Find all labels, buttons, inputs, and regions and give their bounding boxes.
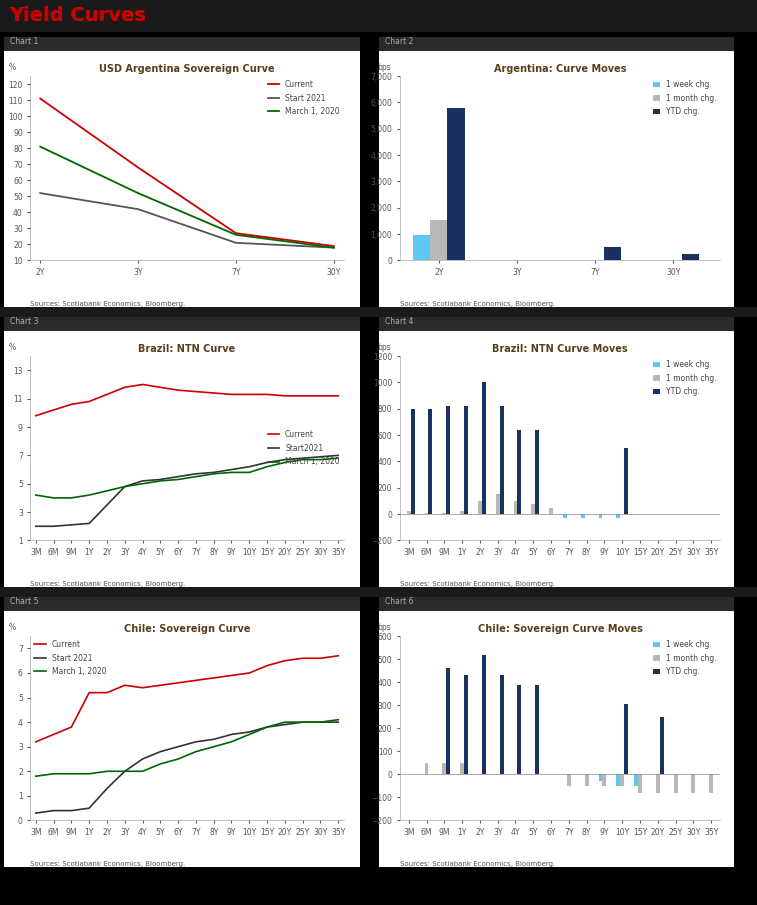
Bar	[430, 220, 447, 261]
Text: bps: bps	[378, 624, 391, 633]
Bar	[531, 503, 535, 514]
Text: Sources: Scotiabank Economics, Bloomberg.: Sources: Scotiabank Economics, Bloomberg…	[30, 581, 185, 587]
Bar	[603, 775, 606, 786]
Bar	[513, 501, 518, 514]
Text: %: %	[8, 343, 16, 352]
Bar	[442, 763, 447, 775]
Bar	[535, 684, 539, 775]
Bar	[638, 775, 642, 793]
Bar	[620, 775, 625, 786]
Bar	[549, 508, 553, 514]
Text: %: %	[8, 63, 16, 72]
Bar	[660, 717, 664, 775]
Bar	[482, 383, 486, 514]
Bar	[581, 514, 584, 518]
Text: Sources: Scotiabank Economics, Bloomberg.: Sources: Scotiabank Economics, Bloomberg…	[30, 301, 185, 307]
Bar	[625, 704, 628, 775]
Legend: 1 week chg., 1 month chg., YTD chg.: 1 week chg., 1 month chg., YTD chg.	[653, 360, 716, 396]
Bar	[464, 675, 468, 775]
Bar	[447, 669, 450, 775]
Legend: Current, Start 2021, March 1, 2020: Current, Start 2021, March 1, 2020	[267, 80, 340, 116]
Bar	[625, 448, 628, 514]
Text: Chart 6: Chart 6	[385, 597, 413, 606]
Legend: 1 week chg., 1 month chg., YTD chg.: 1 week chg., 1 month chg., YTD chg.	[653, 80, 716, 116]
Bar	[442, 513, 447, 514]
Bar	[567, 775, 571, 786]
Bar	[447, 108, 465, 261]
Text: Sources: Scotiabank Economics, Bloomberg.: Sources: Scotiabank Economics, Bloomberg…	[400, 581, 555, 587]
Text: %: %	[8, 624, 16, 633]
Bar	[447, 406, 450, 514]
Bar	[478, 501, 482, 514]
Bar	[656, 775, 660, 793]
Bar	[682, 254, 699, 261]
Title: Brazil: NTN Curve Moves: Brazil: NTN Curve Moves	[492, 344, 628, 354]
Text: Yield Curves: Yield Curves	[9, 6, 146, 25]
Text: bps: bps	[378, 343, 391, 352]
Bar	[584, 775, 589, 786]
Bar	[407, 511, 411, 514]
Text: Sources: Scotiabank Economics, Bloomberg.: Sources: Scotiabank Economics, Bloomberg…	[30, 861, 185, 867]
Text: Chart 3: Chart 3	[10, 318, 39, 327]
Text: Chart 4: Chart 4	[385, 318, 413, 327]
Bar	[425, 513, 428, 514]
Text: Chart 2: Chart 2	[385, 37, 413, 46]
Text: Chart 5: Chart 5	[10, 597, 39, 606]
Bar	[674, 775, 678, 793]
Bar	[464, 406, 468, 514]
Bar	[411, 409, 415, 514]
Bar	[599, 775, 603, 781]
Text: Chart 1: Chart 1	[10, 37, 38, 46]
Legend: 1 week chg., 1 month chg., YTD chg.: 1 week chg., 1 month chg., YTD chg.	[653, 640, 716, 676]
Text: Sources: Scotiabank Economics, Bloomberg.: Sources: Scotiabank Economics, Bloomberg…	[400, 301, 555, 307]
Bar	[616, 514, 620, 518]
Bar	[691, 775, 696, 793]
Legend: Current, Start2021, March 1, 2020: Current, Start2021, March 1, 2020	[267, 430, 340, 466]
Bar	[460, 511, 464, 514]
Title: USD Argentina Sovereign Curve: USD Argentina Sovereign Curve	[99, 64, 275, 74]
Legend: Current, Start 2021, March 1, 2020: Current, Start 2021, March 1, 2020	[34, 640, 107, 676]
Bar	[413, 235, 430, 261]
Bar	[500, 675, 503, 775]
Text: Yield Curves: Yield Curves	[9, 6, 146, 25]
Title: Brazil: NTN Curve: Brazil: NTN Curve	[139, 344, 235, 354]
Bar	[563, 514, 567, 518]
Title: Chile: Sovereign Curve Moves: Chile: Sovereign Curve Moves	[478, 624, 643, 634]
Bar	[709, 775, 713, 793]
Title: Argentina: Curve Moves: Argentina: Curve Moves	[494, 64, 626, 74]
Bar	[599, 514, 603, 518]
Bar	[616, 775, 620, 786]
Bar	[500, 406, 503, 514]
Bar	[518, 684, 522, 775]
Text: Sources: Scotiabank Economics, Bloomberg.: Sources: Scotiabank Economics, Bloomberg…	[400, 861, 555, 867]
Text: bps: bps	[378, 63, 391, 72]
Bar	[634, 775, 638, 786]
Title: Chile: Sovereign Curve: Chile: Sovereign Curve	[123, 624, 251, 634]
Bar	[496, 494, 500, 514]
Bar	[460, 763, 464, 775]
Bar	[425, 763, 428, 775]
Bar	[603, 247, 621, 261]
Bar	[482, 654, 486, 775]
Bar	[428, 409, 432, 514]
Bar	[518, 430, 522, 514]
Bar	[535, 430, 539, 514]
